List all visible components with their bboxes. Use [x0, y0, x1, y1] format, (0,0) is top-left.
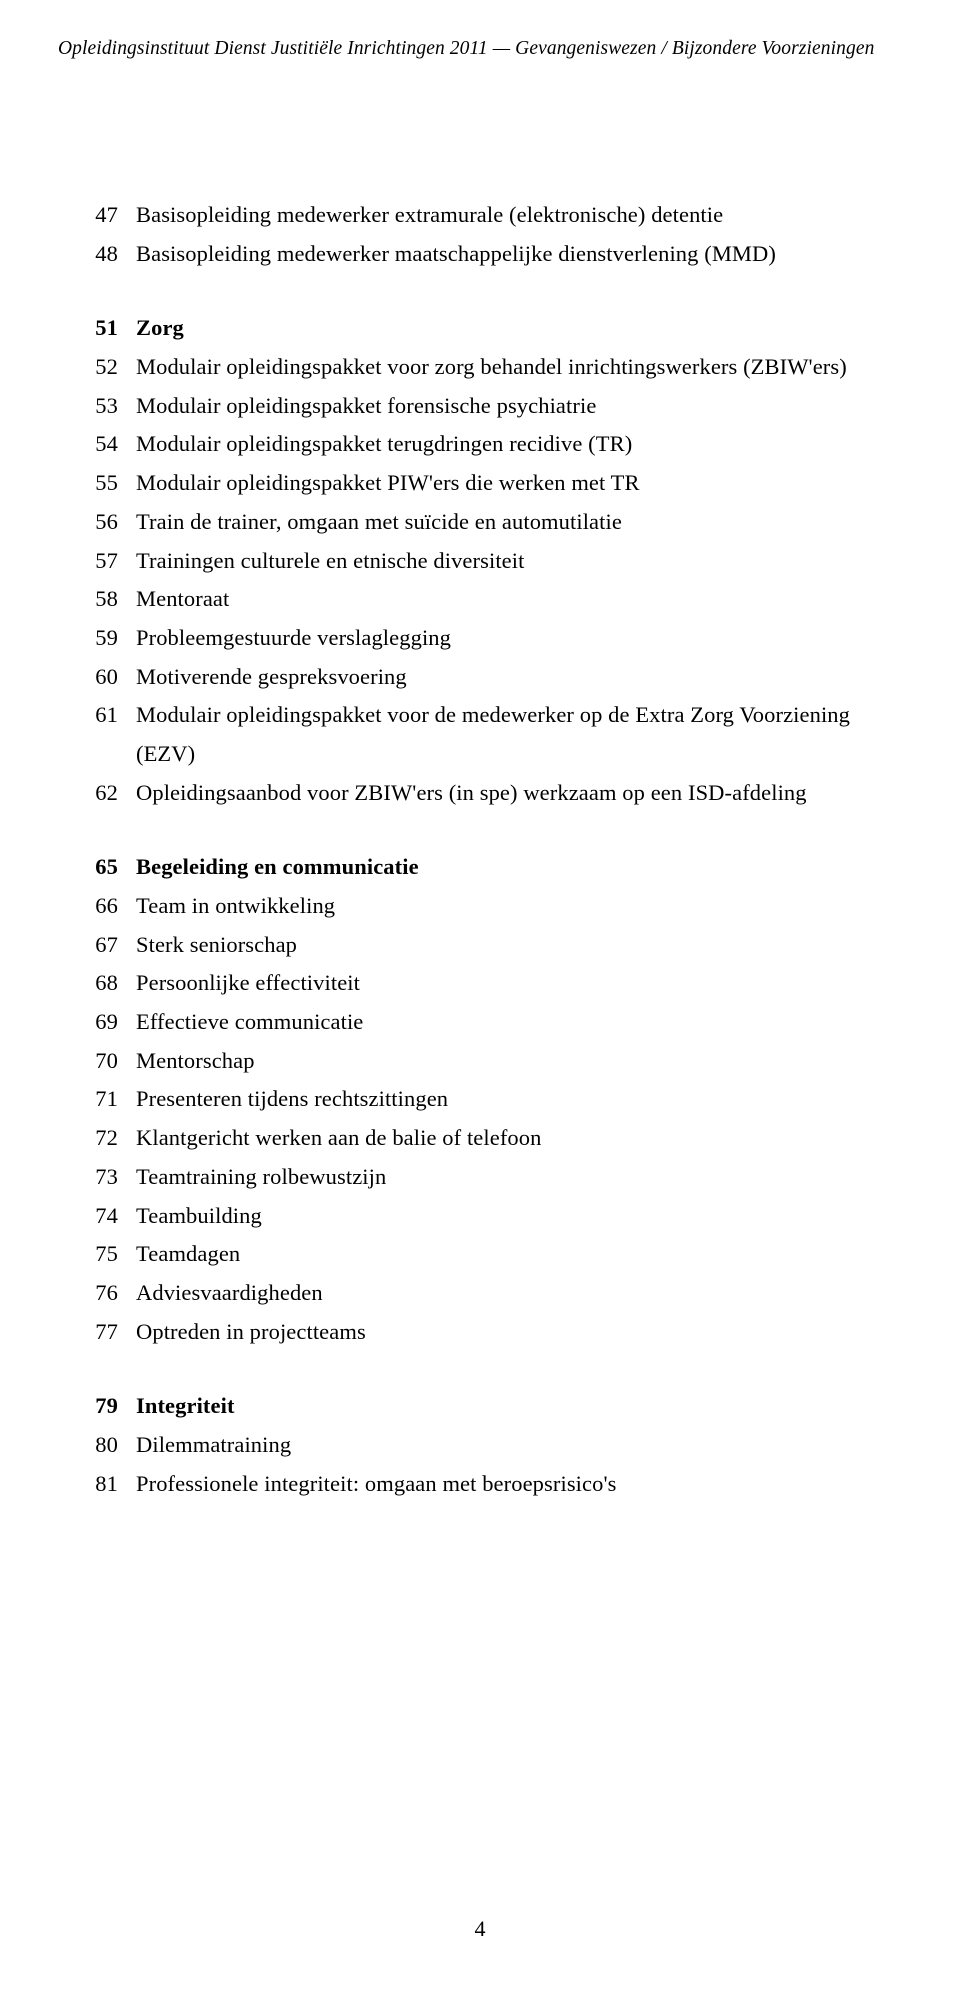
toc-entry-label: Klantgericht werken aan de balie of tele… [136, 1119, 902, 1158]
toc-row: 59Probleemgestuurde verslaglegging [58, 619, 902, 658]
toc-entry-label: Teamdagen [136, 1235, 902, 1274]
toc-group: 51Zorg52Modulair opleidingspakket voor z… [58, 309, 902, 812]
toc-row: 71Presenteren tijdens rechtszittingen [58, 1080, 902, 1119]
toc-page-number: 80 [58, 1426, 136, 1465]
toc-row: 54Modulair opleidingspakket terugdringen… [58, 425, 902, 464]
toc-page-number: 79 [58, 1387, 136, 1426]
toc-page-number: 58 [58, 580, 136, 619]
toc-entry-label: Modulair opleidingspakket forensische ps… [136, 387, 902, 426]
toc-row: 80Dilemmatraining [58, 1426, 902, 1465]
toc-row: 55Modulair opleidingspakket PIW'ers die … [58, 464, 902, 503]
toc-group: 79Integriteit80Dilemmatraining81Professi… [58, 1387, 902, 1503]
toc-entry-label: Teambuilding [136, 1197, 902, 1236]
toc-page-number: 51 [58, 309, 136, 348]
toc-entry-label: Professionele integriteit: omgaan met be… [136, 1465, 902, 1504]
toc-page-number: 73 [58, 1158, 136, 1197]
toc-entry-label: Modulair opleidingspakket voor zorg beha… [136, 348, 902, 387]
page: Opleidingsinstituut Dienst Justitiële In… [0, 0, 960, 1996]
toc-page-number: 54 [58, 425, 136, 464]
toc-entry-label: Motiverende gespreksvoering [136, 658, 902, 697]
toc-page-number: 65 [58, 848, 136, 887]
toc-page-number: 70 [58, 1042, 136, 1081]
toc-entry-label: Trainingen culturele en etnische diversi… [136, 542, 902, 581]
toc-row: 75Teamdagen [58, 1235, 902, 1274]
toc-entry-label: Probleemgestuurde verslaglegging [136, 619, 902, 658]
toc-row: 69Effectieve communicatie [58, 1003, 902, 1042]
toc-entry-label: Mentoraat [136, 580, 902, 619]
toc-row: 76Adviesvaardigheden [58, 1274, 902, 1313]
toc-row: 77Optreden in projectteams [58, 1313, 902, 1352]
table-of-contents: 47Basisopleiding medewerker extramurale … [58, 196, 902, 1503]
toc-page-number: 56 [58, 503, 136, 542]
toc-entry-label: Modulair opleidingspakket voor de medewe… [136, 696, 902, 773]
toc-row: 51Zorg [58, 309, 902, 348]
toc-row: 62Opleidingsaanbod voor ZBIW'ers (in spe… [58, 774, 902, 813]
toc-page-number: 62 [58, 774, 136, 813]
toc-entry-label: Optreden in projectteams [136, 1313, 902, 1352]
toc-entry-label: Modulair opleidingspakket terugdringen r… [136, 425, 902, 464]
toc-row: 68Persoonlijke effectiviteit [58, 964, 902, 1003]
toc-group: 65Begeleiding en communicatie66Team in o… [58, 848, 902, 1351]
toc-entry-label: Dilemmatraining [136, 1426, 902, 1465]
running-header: Opleidingsinstituut Dienst Justitiële In… [58, 38, 902, 60]
toc-row: 52Modulair opleidingspakket voor zorg be… [58, 348, 902, 387]
toc-page-number: 75 [58, 1235, 136, 1274]
toc-entry-label: Basisopleiding medewerker maatschappelij… [136, 235, 902, 274]
toc-entry-label: Mentorschap [136, 1042, 902, 1081]
toc-row: 73Teamtraining rolbewustzijn [58, 1158, 902, 1197]
toc-page-number: 59 [58, 619, 136, 658]
toc-row: 56Train de trainer, omgaan met suïcide e… [58, 503, 902, 542]
toc-page-number: 81 [58, 1465, 136, 1504]
toc-page-number: 47 [58, 196, 136, 235]
toc-row: 70Mentorschap [58, 1042, 902, 1081]
toc-section-heading: Begeleiding en communicatie [136, 848, 902, 887]
toc-row: 61Modulair opleidingspakket voor de mede… [58, 696, 902, 773]
toc-row: 79Integriteit [58, 1387, 902, 1426]
toc-page-number: 55 [58, 464, 136, 503]
toc-page-number: 77 [58, 1313, 136, 1352]
toc-entry-label: Effectieve communicatie [136, 1003, 902, 1042]
toc-page-number: 67 [58, 926, 136, 965]
toc-page-number: 48 [58, 235, 136, 274]
toc-entry-label: Train de trainer, omgaan met suïcide en … [136, 503, 902, 542]
toc-row: 60Motiverende gespreksvoering [58, 658, 902, 697]
toc-row: 57Trainingen culturele en etnische diver… [58, 542, 902, 581]
toc-page-number: 66 [58, 887, 136, 926]
toc-entry-label: Modulair opleidingspakket PIW'ers die we… [136, 464, 902, 503]
toc-row: 66Team in ontwikkeling [58, 887, 902, 926]
toc-page-number: 52 [58, 348, 136, 387]
toc-row: 53Modulair opleidingspakket forensische … [58, 387, 902, 426]
toc-row: 67Sterk seniorschap [58, 926, 902, 965]
toc-page-number: 57 [58, 542, 136, 581]
toc-page-number: 61 [58, 696, 136, 773]
toc-group: 47Basisopleiding medewerker extramurale … [58, 196, 902, 273]
toc-row: 48Basisopleiding medewerker maatschappel… [58, 235, 902, 274]
toc-row: 81Professionele integriteit: omgaan met … [58, 1465, 902, 1504]
toc-page-number: 72 [58, 1119, 136, 1158]
toc-entry-label: Teamtraining rolbewustzijn [136, 1158, 902, 1197]
toc-row: 58Mentoraat [58, 580, 902, 619]
toc-entry-label: Presenteren tijdens rechtszittingen [136, 1080, 902, 1119]
toc-page-number: 68 [58, 964, 136, 1003]
toc-entry-label: Opleidingsaanbod voor ZBIW'ers (in spe) … [136, 774, 902, 813]
toc-page-number: 74 [58, 1197, 136, 1236]
toc-entry-label: Basisopleiding medewerker extramurale (e… [136, 196, 902, 235]
toc-section-heading: Zorg [136, 309, 902, 348]
toc-row: 47Basisopleiding medewerker extramurale … [58, 196, 902, 235]
toc-page-number: 60 [58, 658, 136, 697]
toc-page-number: 69 [58, 1003, 136, 1042]
toc-row: 72Klantgericht werken aan de balie of te… [58, 1119, 902, 1158]
toc-page-number: 71 [58, 1080, 136, 1119]
toc-entry-label: Persoonlijke effectiviteit [136, 964, 902, 1003]
toc-entry-label: Sterk seniorschap [136, 926, 902, 965]
toc-page-number: 76 [58, 1274, 136, 1313]
toc-page-number: 53 [58, 387, 136, 426]
toc-entry-label: Adviesvaardigheden [136, 1274, 902, 1313]
toc-entry-label: Team in ontwikkeling [136, 887, 902, 926]
toc-row: 65Begeleiding en communicatie [58, 848, 902, 887]
toc-section-heading: Integriteit [136, 1387, 902, 1426]
page-number: 4 [0, 1916, 960, 1942]
toc-row: 74Teambuilding [58, 1197, 902, 1236]
